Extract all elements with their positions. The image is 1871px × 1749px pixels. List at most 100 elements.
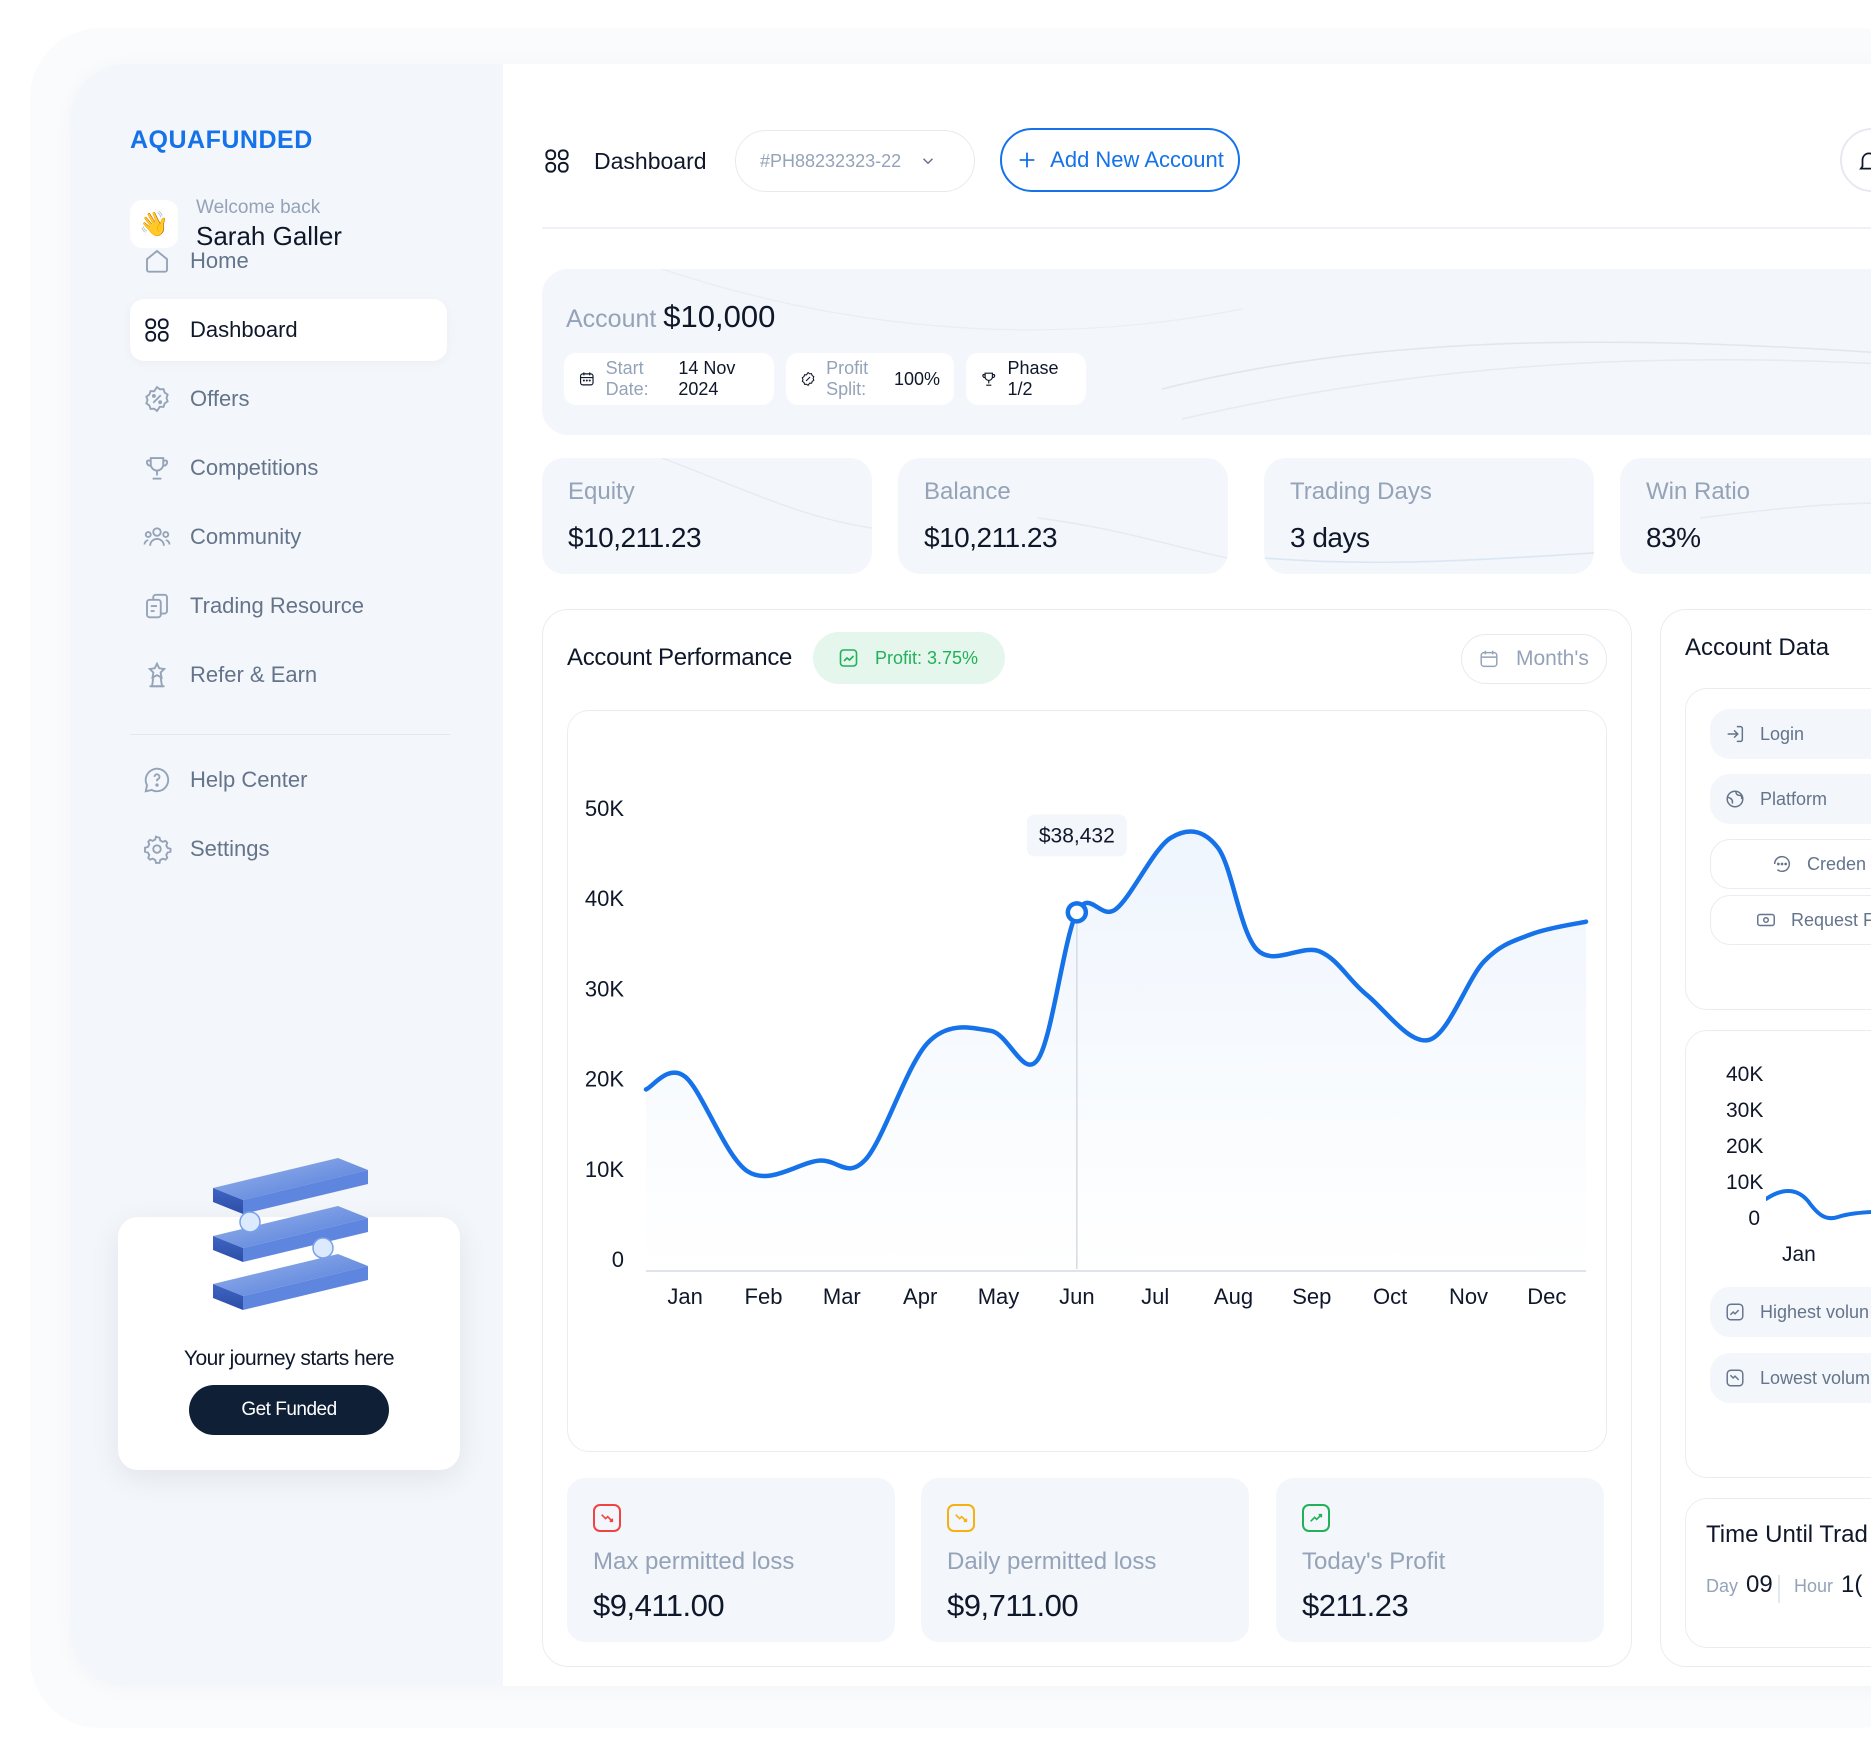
sidebar-item-trading-resource[interactable]: Trading Resource [130,575,447,637]
sidebar-item-label: Competitions [190,455,319,480]
stat-value: $10,211.23 [568,522,702,553]
phase-value: Phase 1/2 [1007,358,1059,399]
profit-split-chip: Profit Split: 100% [786,353,954,405]
x-tick-label: Feb [745,1284,783,1309]
sidebar: AQUAFUNDED 👋 Welcome back Sarah Galler H… [70,64,503,1686]
hour-counter: Hour 1( [1794,1571,1862,1599]
request-button[interactable]: Request F [1710,895,1871,945]
x-tick-label: Jun [1059,1284,1094,1309]
stat-value: 3 days [1290,522,1370,553]
sidebar-divider [130,734,450,735]
sidebar-item-competitions[interactable]: Competitions [130,437,447,499]
y-tick-label: 40K [585,886,624,911]
promo-card: Your journey starts here Get Funded [118,1217,460,1470]
stat-title: Trading Days [1290,478,1432,505]
y-tick-label: 20K [585,1067,624,1092]
platform-row[interactable]: Platform [1710,774,1871,824]
y-tick-label: 10K [585,1157,624,1182]
trend-up-icon [1726,1303,1744,1321]
sidebar-item-offers[interactable]: Offers [130,368,447,430]
volume-mini-line [1766,1189,1871,1221]
decorative-waves [661,269,1871,420]
profit-split-label: Profit Split: [826,358,869,399]
tooltip-value: $38,432 [1039,824,1115,847]
x-tick-label: Nov [1449,1284,1488,1309]
account-select-value: #PH88232323-22 [760,150,902,171]
stat-value: 83% [1646,522,1701,553]
lowest-volume-row[interactable]: Lowest volum [1710,1353,1871,1403]
sidebar-item-community[interactable]: Community [130,506,447,568]
app-window: AQUAFUNDED 👋 Welcome back Sarah Galler H… [70,64,1871,1686]
sidebar-item-help-center[interactable]: Help Center [130,749,447,811]
highlight-point [1065,901,1089,924]
header-divider [542,227,1871,229]
sidebar-item-refer-earn[interactable]: Refer & Earn [130,644,447,706]
mini-y-tick: 10K [1726,1171,1764,1194]
notification-bell-button[interactable] [1840,128,1871,192]
request-label: Request F [1791,909,1871,930]
phase-chip: Phase 1/2 [966,353,1086,405]
limit-value: $9,411.00 [593,1588,725,1623]
x-tick-label: Dec [1527,1284,1566,1309]
users-icon [143,527,171,546]
volume-chart-box: 40K 30K 20K 10K 0 Jan Highest volun Lowe… [1685,1030,1871,1478]
waving-hand-icon: 👋 [130,200,178,248]
trend-down-icon [1726,1369,1744,1387]
account-data-title: Account Data [1685,634,1830,661]
get-funded-button[interactable]: Get Funded [189,1385,389,1435]
profit-badge: Profit: 3.75% [813,632,1005,684]
limit-value: $211.23 [1302,1588,1409,1623]
stat-card-win-ratio: Win Ratio 83% [1620,458,1871,574]
login-row[interactable]: Login [1710,709,1871,759]
award-icon [147,661,167,688]
stat-title: Win Ratio [1646,478,1751,505]
sidebar-item-label: Dashboard [190,317,298,342]
limit-title: Today's Profit [1302,1548,1446,1575]
welcome-text: Welcome back [196,196,321,218]
sidebar-item-settings[interactable]: Settings [130,818,447,880]
period-select-label: Month's [1516,647,1589,670]
credentials-button[interactable]: Creden [1710,839,1871,889]
period-select-button[interactable]: Month's [1461,634,1607,684]
trophy-icon [982,372,996,386]
line-area-fill [646,831,1586,1269]
sidebar-item-label: Settings [190,836,270,861]
sidebar-item-home[interactable]: Home [130,230,447,292]
highest-volume-row[interactable]: Highest volun [1710,1287,1871,1337]
account-amount: $10,000 [663,299,776,334]
performance-chart-svg[interactable]: 0 10K 20K 30K 40K 50K Jan Feb Mar Apr May Jun Jul Aug… [568,711,1608,1453]
x-tick-label: Jan [667,1284,702,1309]
day-value: 09 [1746,1571,1773,1598]
lowest-volume-label: Lowest volum [1760,1367,1871,1388]
account-select[interactable]: #PH88232323-22 [735,130,975,192]
account-title: Account $10,000 [566,299,775,335]
promo-text: Your journey starts here [183,1347,395,1370]
globe-icon [1726,790,1744,808]
sidebar-item-label: Refer & Earn [190,662,318,687]
account-label: Account [566,305,657,333]
chart-trend-icon [839,649,858,667]
x-tick-label: Jul [1141,1284,1169,1309]
trend-up-icon [1302,1504,1330,1532]
stat-card-trading-days: Trading Days 3 days [1264,458,1594,574]
sidebar-item-dashboard[interactable]: Dashboard [130,299,447,361]
x-tick-label: Apr [903,1284,937,1309]
add-new-account-button[interactable]: Add New Account [1000,128,1240,192]
discount-badge-icon [145,385,169,413]
page-title: Dashboard [594,147,707,174]
grid-icon [145,318,169,342]
stat-title: Balance [924,478,1011,505]
mini-x-tick: Jan [1782,1243,1816,1266]
profit-badge-text: Profit: 3.75% [875,647,979,668]
password-icon [1773,855,1790,873]
limit-title: Max permitted loss [593,1548,795,1575]
timer-box: Time Until Trad Day 09 Hour 1( [1685,1498,1871,1648]
user-greeting: 👋 Welcome back Sarah Galler [130,192,342,256]
day-counter: Day 09 [1706,1571,1773,1599]
user-name: Sarah Galler [196,220,342,251]
tooltip-box [1026,814,1127,857]
brand-logo[interactable]: AQUAFUNDED [130,126,313,154]
calendar-icon [579,372,594,386]
x-tick-label: Aug [1214,1284,1253,1309]
account-performance-card: Account Performance Profit: 3.75% Month'… [542,609,1632,1667]
